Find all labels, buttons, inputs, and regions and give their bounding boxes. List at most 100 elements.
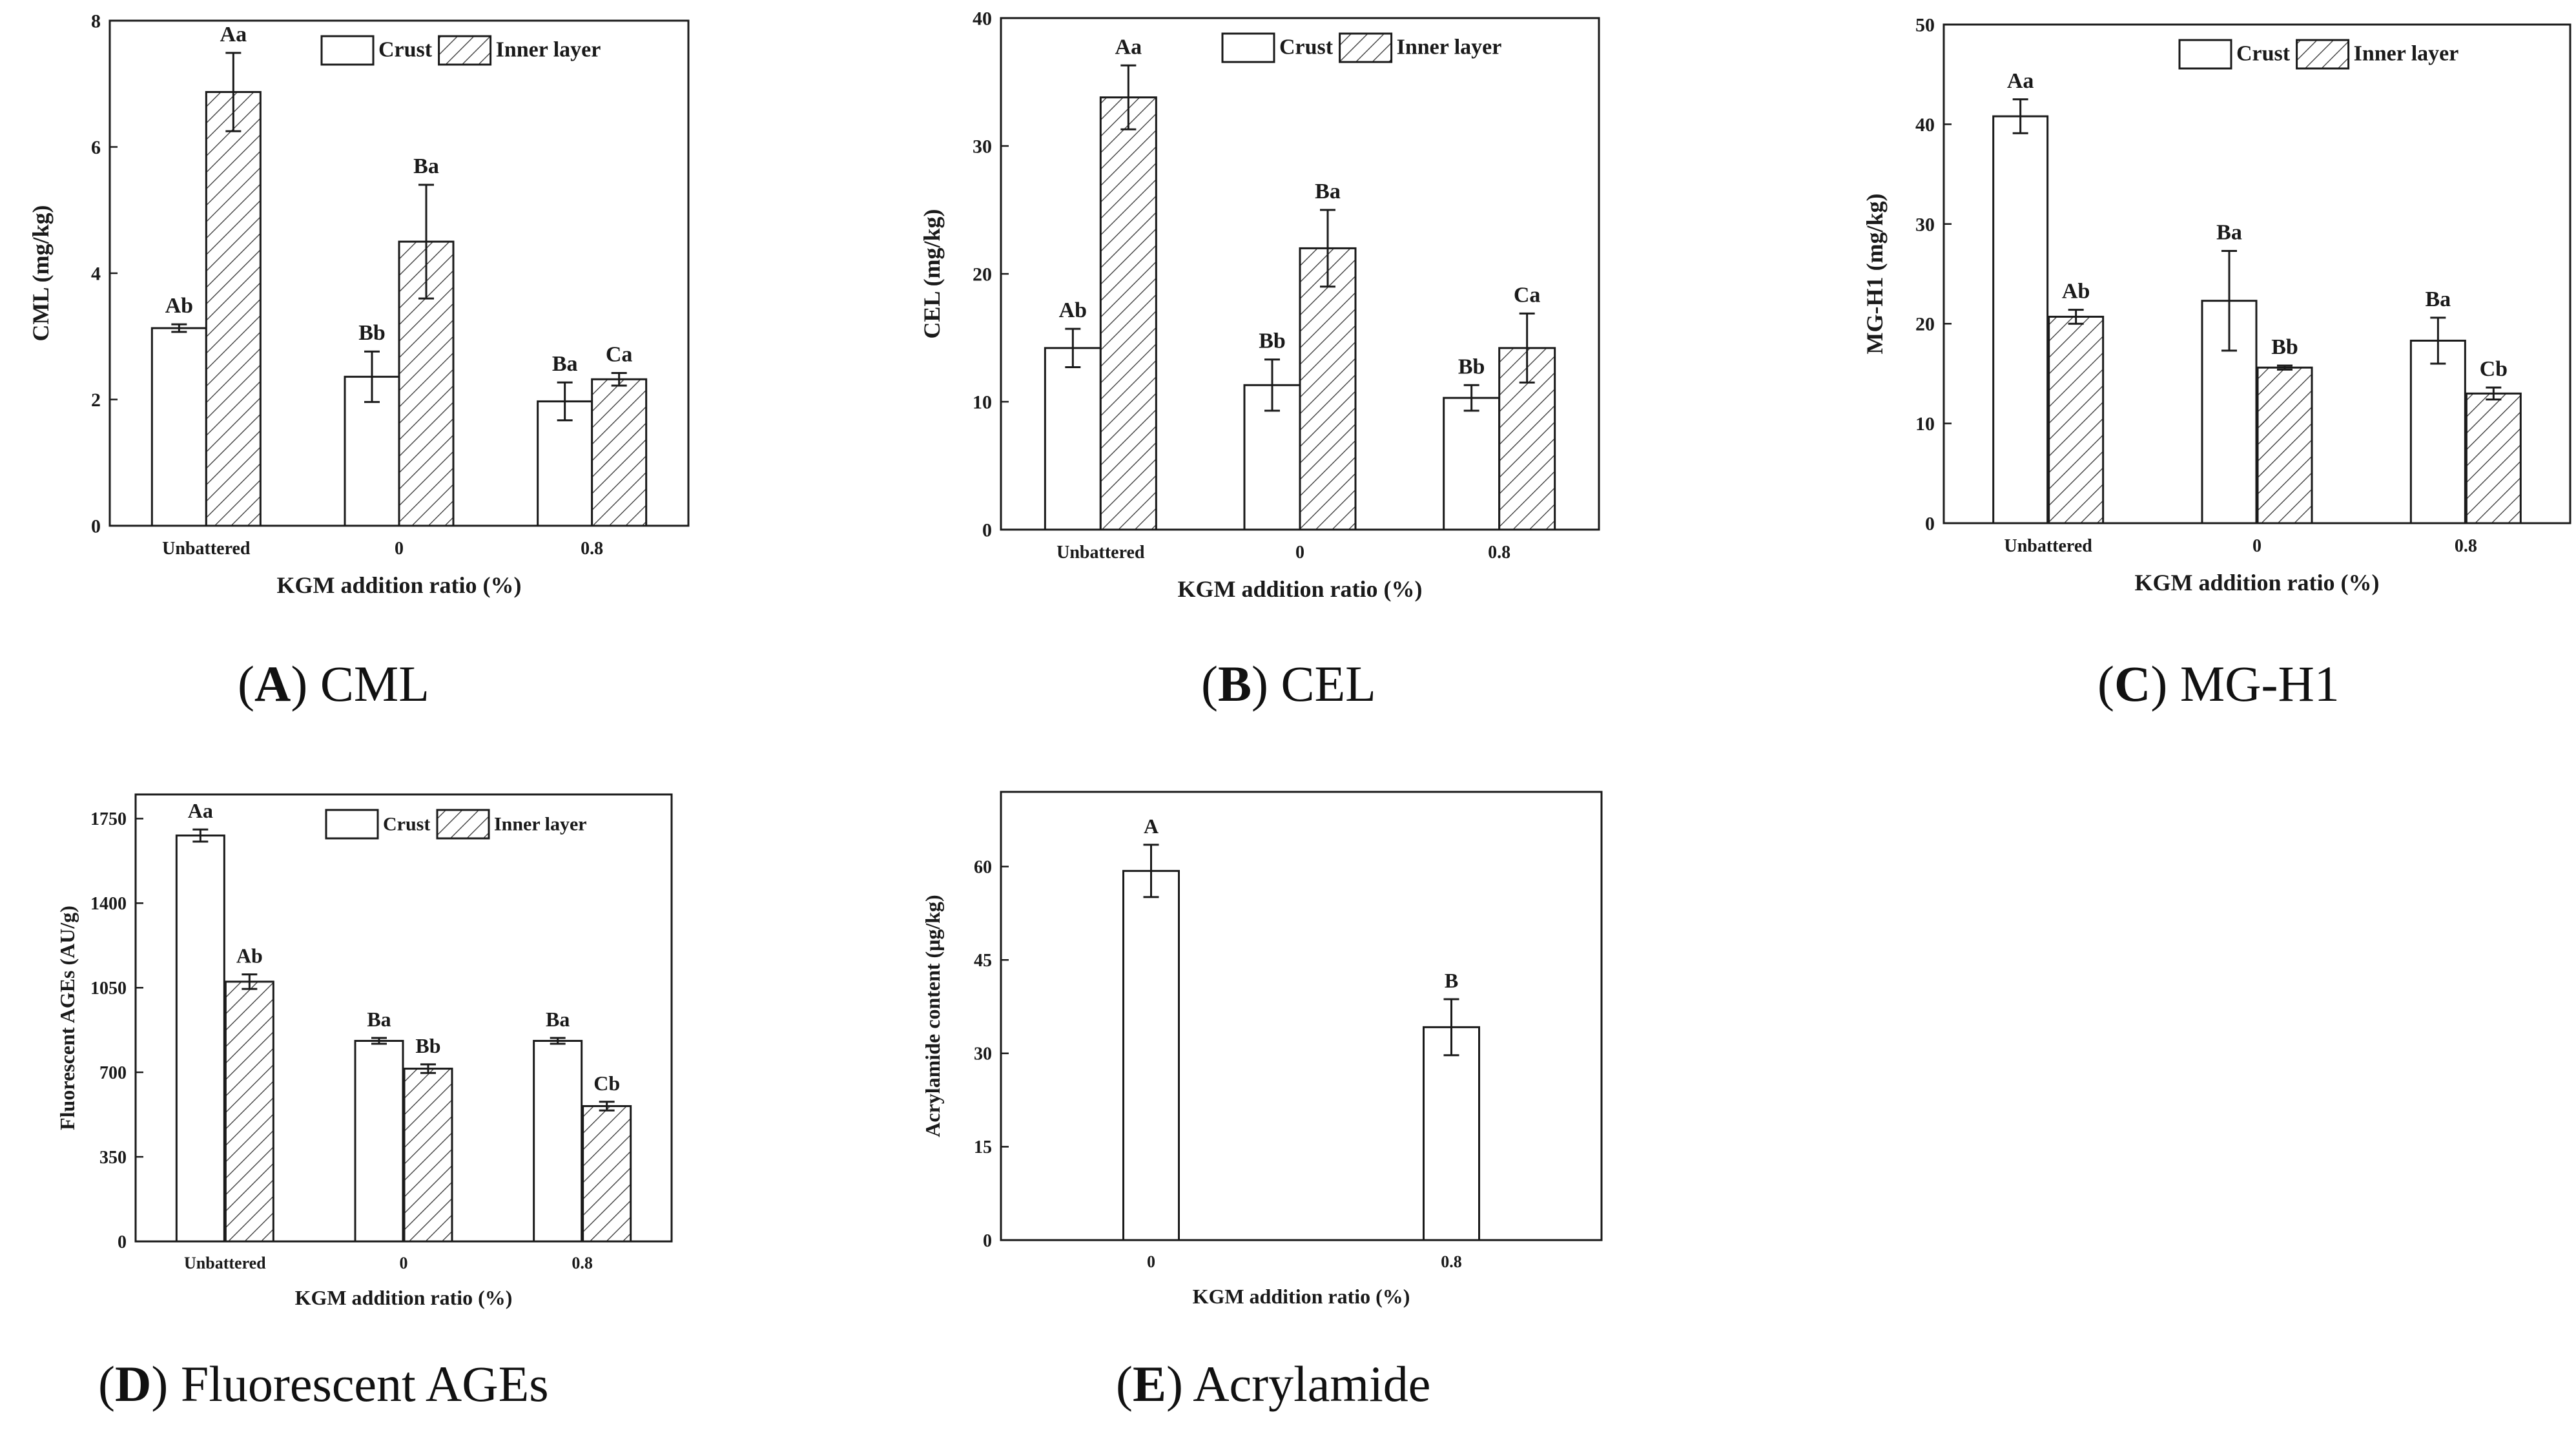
y-tick-label: 6 <box>91 137 101 158</box>
significance-label: Ca <box>1514 283 1541 307</box>
bar-crust <box>175 834 225 1243</box>
legend-swatch-crust <box>320 35 375 66</box>
bar-inner-layer <box>205 90 262 527</box>
legend-swatch-inner-layer <box>2296 39 2350 70</box>
bar-crust <box>1423 1026 1480 1241</box>
y-tick-label: 15 <box>974 1137 992 1157</box>
significance-label: Ba <box>546 1008 570 1031</box>
legend-label-crust: Crust <box>2236 42 2291 66</box>
x-tick-label: 0.8 <box>1441 1252 1462 1271</box>
y-tick-label: 30 <box>974 1044 992 1064</box>
x-axis-label: KGM addition ratio (%) <box>1178 576 1423 602</box>
significance-label: Bb <box>2271 335 2298 359</box>
caption-title: CML <box>320 656 429 712</box>
x-tick-label: 0 <box>2252 536 2262 556</box>
bar-crust <box>1992 115 2049 524</box>
caption-acrylamide: (E) Acrylamide <box>1116 1356 1431 1412</box>
bar-inner-layer <box>1099 96 1157 531</box>
legend-swatch-crust <box>1221 32 1275 63</box>
caption-title: CEL <box>1281 656 1376 712</box>
legend-label-crust: Crust <box>383 814 430 835</box>
y-tick-label: 350 <box>99 1148 127 1168</box>
y-axis-label: Acrylamide content (μg/kg) <box>921 895 944 1137</box>
legend-swatch-inner-layer <box>1339 32 1393 63</box>
y-tick-label: 0 <box>982 520 992 541</box>
significance-label: Bb <box>1259 329 1286 353</box>
caption-title: MG-H1 <box>2179 656 2340 712</box>
y-axis-label: MG-H1 (mg/kg) <box>1862 194 1888 355</box>
y-axis-label: CEL (mg/kg) <box>919 209 945 338</box>
x-axis-label: KGM addition ratio (%) <box>277 572 522 598</box>
y-tick-label: 1750 <box>90 809 127 829</box>
caption-letter: A <box>254 656 291 712</box>
significance-label: Cb <box>593 1072 620 1095</box>
x-tick-label: Unbattered <box>184 1254 266 1272</box>
significance-label: Cb <box>2480 357 2508 381</box>
significance-label: Aa <box>1115 35 1142 59</box>
y-tick-label: 0 <box>983 1231 992 1251</box>
bar-crust <box>1044 347 1102 531</box>
chart-cml: 0 2 4 6 8 CML (mg/kg) Unbattered Ab Aa 0 Bb Ba 0.8 Ba… <box>28 11 690 598</box>
bar-crust <box>533 1040 583 1243</box>
significance-label: Ba <box>552 352 578 376</box>
significance-label: Ba <box>413 154 439 178</box>
caption-letter: B <box>1217 656 1252 712</box>
x-tick-label: 0.8 <box>2455 536 2477 556</box>
y-tick-label: 8 <box>91 11 101 32</box>
caption-letter: E <box>1132 1356 1167 1412</box>
caption-title: Acrylamide <box>1193 1356 1431 1412</box>
significance-label: Aa <box>188 799 213 822</box>
caption-cel: (B) CEL <box>1201 656 1376 712</box>
y-tick-label: 1050 <box>90 979 127 999</box>
bar-crust <box>150 327 207 527</box>
caption-cml: (A) CML <box>238 656 429 712</box>
bar-crust <box>2409 339 2466 524</box>
x-tick-label: 0.8 <box>581 539 603 559</box>
significance-label: Bb <box>415 1034 440 1057</box>
bar-crust <box>1443 397 1501 531</box>
significance-label: Aa <box>2007 69 2034 93</box>
x-tick-label: 0.8 <box>572 1254 593 1272</box>
bar-crust <box>354 1040 404 1243</box>
y-tick-label: 60 <box>974 857 992 877</box>
y-tick-label: 0 <box>91 516 101 537</box>
x-tick-label: 0 <box>1295 543 1304 563</box>
bar-inner-layer <box>2465 392 2522 524</box>
x-tick-label: 0 <box>400 1254 408 1272</box>
significance-label: Ba <box>2425 287 2451 311</box>
legend-label-inner-layer: Inner layer <box>1397 36 1502 59</box>
y-tick-label: 50 <box>1915 15 1935 36</box>
x-tick-label: 0.8 <box>1488 543 1510 563</box>
significance-label: Ca <box>606 342 633 366</box>
y-tick-label: 0 <box>1925 513 1935 535</box>
bar-inner-layer <box>591 378 648 527</box>
chart-mg-h1: 0 10 20 30 40 50 MG-H1 (mg/kg) Unbattered Aa Ab 0 B… <box>1862 15 2571 596</box>
y-tick-label: 45 <box>974 951 992 971</box>
significance-label: Ab <box>1059 298 1087 322</box>
significance-label: A <box>1144 814 1159 838</box>
significance-label: Bb <box>358 321 386 345</box>
y-axis-label: Fluorescent AGEs (AU/g) <box>56 906 79 1130</box>
caption-mg-h1: (C) MG-H1 <box>2097 656 2340 712</box>
y-tick-label: 40 <box>973 8 992 30</box>
legend-swatch-inner-layer <box>438 35 492 66</box>
caption-title: Fluorescent AGEs <box>180 1356 549 1412</box>
x-tick-label: 0 <box>395 539 404 559</box>
caption-letter: D <box>114 1356 152 1412</box>
legend-label-inner-layer: Inner layer <box>496 38 601 62</box>
legend-label-crust: Crust <box>1279 36 1334 59</box>
significance-label: Ab <box>2062 280 2090 304</box>
significance-label: Bb <box>1458 355 1485 378</box>
x-tick-label: Unbattered <box>1056 543 1145 563</box>
caption-letter: C <box>2114 656 2151 712</box>
significance-label: Ba <box>367 1008 391 1031</box>
bar-inner-layer <box>2256 366 2313 524</box>
bar-inner-layer <box>2048 315 2105 524</box>
legend-swatch-crust <box>2178 39 2232 70</box>
bar-crust <box>1122 869 1180 1241</box>
x-axis-label: KGM addition ratio (%) <box>295 1286 513 1309</box>
y-axis-label: CML (mg/kg) <box>28 205 54 342</box>
legend-swatch-crust <box>325 809 379 840</box>
y-tick-label: 20 <box>973 264 992 285</box>
